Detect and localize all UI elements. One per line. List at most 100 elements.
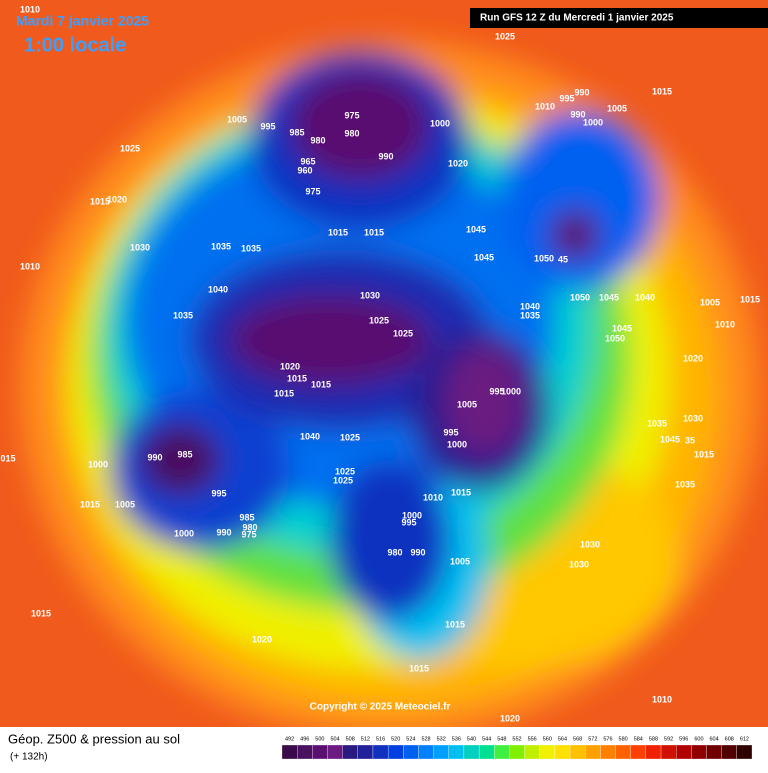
colorbar-swatch <box>569 744 586 760</box>
colorbar-label: 504 <box>330 736 339 742</box>
pressure-label: 1045 <box>599 292 619 302</box>
colorbar-swatch <box>403 744 419 760</box>
pressure-label: 1030 <box>683 413 703 423</box>
pressure-label: 1025 <box>369 315 389 325</box>
colorbar-label: 572 <box>588 736 597 742</box>
pressure-label: 995 <box>443 427 458 437</box>
pressure-labels: 1010102510159909951010990100010051005995… <box>0 4 760 723</box>
pressure-label: 1050 <box>570 292 590 302</box>
pressure-label: 965 <box>300 156 315 166</box>
pressure-label: 1025 <box>495 31 515 41</box>
pressure-label: 990 <box>570 109 585 119</box>
pressure-label: 985 <box>239 512 254 522</box>
pressure-label: 1015 <box>409 663 429 673</box>
pressure-label: 995 <box>260 121 275 131</box>
pressure-label: 1045 <box>612 323 632 333</box>
pressure-label: 1005 <box>700 297 720 307</box>
pressure-label: 1035 <box>173 310 193 320</box>
colorbar-label: 592 <box>664 736 673 742</box>
pressure-label: 1020 <box>500 713 520 723</box>
run-box <box>470 8 768 28</box>
pressure-label: 1005 <box>607 103 627 113</box>
pressure-label: 975 <box>241 529 256 539</box>
pressure-label: 1015 <box>445 619 465 629</box>
pressure-label: 1015 <box>364 227 384 237</box>
colorbar-swatch <box>615 744 631 760</box>
footer-lead: (+ 132h) <box>10 752 48 763</box>
colorbar-label: 600 <box>694 736 703 742</box>
pressure-label: 35 <box>685 435 695 445</box>
pressure-label: 1000 <box>447 439 467 449</box>
colorbar-swatch <box>494 744 510 760</box>
colorbar-swatch <box>660 744 677 760</box>
colorbar-swatch <box>297 744 313 760</box>
pressure-label: 990 <box>410 547 425 557</box>
colorbar-label: 584 <box>634 736 643 742</box>
colorbar-swatch <box>676 744 692 760</box>
pressure-label: 1020 <box>107 194 127 204</box>
colorbar-swatch <box>478 744 495 760</box>
colorbar-label: 588 <box>649 736 658 742</box>
pressure-label: 980 <box>344 128 359 138</box>
colorbar-label: 524 <box>406 736 415 742</box>
pressure-label: 995 <box>559 93 574 103</box>
pressure-label: 1040 <box>300 431 320 441</box>
colorbar-label: 508 <box>346 736 355 742</box>
colorbar-label: 500 <box>315 736 324 742</box>
pressure-label: 980 <box>310 135 325 145</box>
run: Run GFS 12 Z du Mercredi 1 janvier 2025 <box>480 13 674 24</box>
pressure-label: 1000 <box>88 459 108 469</box>
pressure-label: 1000 <box>402 510 422 520</box>
colorbar-swatch <box>312 744 328 760</box>
pressure-label: 990 <box>147 452 162 462</box>
pressure-label: 1010 <box>535 101 555 111</box>
pressure-label: 1050 <box>605 333 625 343</box>
colorbar-label: 548 <box>497 736 506 742</box>
colorbar-label: 556 <box>528 736 537 742</box>
colorbar-swatch <box>645 744 662 760</box>
pressure-label: 990 <box>574 87 589 97</box>
colorbar-swatch <box>281 744 298 760</box>
colorbar-label: 492 <box>285 736 294 742</box>
pressure-label: 1040 <box>520 301 540 311</box>
colorbar-swatch <box>327 744 343 760</box>
colorbar-swatch <box>721 744 737 760</box>
pressure-label: 980 <box>242 522 257 532</box>
pressure-label: 1025 <box>333 475 353 485</box>
date: Mardi 7 janvier 2025 <box>16 13 149 29</box>
colorbar-label: 576 <box>603 736 612 742</box>
pressure-label: 1050 <box>534 253 554 263</box>
colorbar-swatch <box>342 744 358 760</box>
pressure-label: 1015 <box>31 608 51 618</box>
colorbar-swatch <box>554 744 571 760</box>
pressure-label: 1010 <box>652 694 672 704</box>
pressure-label: 1025 <box>120 143 140 153</box>
pressure-label: 1015 <box>328 227 348 237</box>
colorbar-swatch <box>691 744 707 760</box>
colorbar-label: 596 <box>679 736 688 742</box>
pressure-label: 995 <box>401 517 416 527</box>
colorbar-swatch <box>372 744 389 760</box>
pressure-label: 1010 <box>715 319 735 329</box>
pressure-label: 990 <box>378 151 393 161</box>
colorbar-label: 560 <box>543 736 552 742</box>
pressure-label: 1030 <box>569 559 589 569</box>
pressure-label: 1015 <box>740 294 760 304</box>
pressure-label: 990 <box>216 527 231 537</box>
colorbar-swatch <box>448 744 465 760</box>
colorbar-swatch <box>418 744 434 760</box>
colorbar-label: 568 <box>573 736 582 742</box>
pressure-label: 1015 <box>90 196 110 206</box>
pressure-label: 1000 <box>430 118 450 128</box>
colorbar-swatch <box>387 744 404 760</box>
copyright: Copyright © 2025 Meteociel.fr <box>310 702 451 713</box>
pressure-label: 1010 <box>20 4 40 14</box>
pressure-label: 1045 <box>466 224 486 234</box>
pressure-label: 975 <box>344 110 359 120</box>
colorbar-label: 564 <box>558 736 567 742</box>
pressure-label: 1020 <box>448 158 468 168</box>
pressure-label: 1015 <box>287 373 307 383</box>
pressure-label: 1030 <box>130 242 150 252</box>
colorbar-swatch <box>539 744 556 760</box>
